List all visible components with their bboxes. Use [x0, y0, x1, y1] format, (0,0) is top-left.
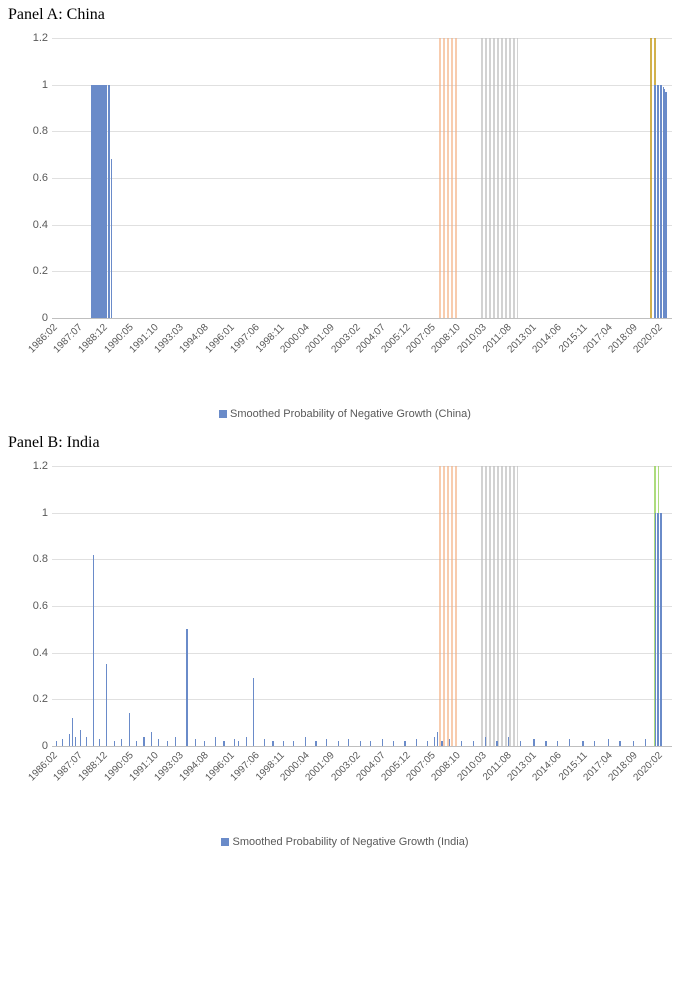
- ytick-label: 0: [22, 740, 48, 752]
- data-bar: [158, 739, 159, 746]
- data-bar: [416, 739, 417, 746]
- ytick-label: 0.6: [22, 600, 48, 612]
- panel-a-legend: Smoothed Probability of Negative Growth …: [8, 408, 682, 420]
- data-bar: [520, 741, 521, 746]
- data-bar: [461, 741, 462, 746]
- panel-a: Panel A: China 1986:021987:071988:121990…: [0, 0, 690, 428]
- data-bar: [633, 741, 634, 746]
- data-bar: [485, 737, 486, 746]
- ytick-label: 0.8: [22, 125, 48, 137]
- data-bar: [441, 741, 442, 746]
- data-bar: [393, 741, 394, 746]
- data-bar: [473, 741, 474, 746]
- data-bar: [143, 737, 144, 746]
- panel-a-xaxis: 1986:021987:071988:121990:051991:101993:…: [52, 322, 672, 382]
- data-bar: [370, 741, 371, 746]
- ytick-label: 1.2: [22, 460, 48, 472]
- data-bar: [175, 737, 176, 746]
- data-bar: [238, 741, 239, 746]
- data-bar: [645, 739, 646, 746]
- data-bar: [508, 737, 509, 746]
- data-bar: [62, 739, 63, 746]
- data-bar: [234, 739, 235, 746]
- panel-a-plot-area: [52, 38, 672, 319]
- data-bar: [167, 741, 168, 746]
- data-bar: [661, 513, 662, 746]
- data-bar: [496, 741, 497, 746]
- legend-swatch-icon: [221, 838, 229, 846]
- panel-b-legend: Smoothed Probability of Negative Growth …: [8, 836, 682, 848]
- data-bar: [121, 739, 122, 746]
- ytick-label: 1: [22, 79, 48, 91]
- panel-b-xaxis: 1986:021987:071988:121990:051991:101993:…: [52, 750, 672, 810]
- data-bar: [86, 737, 87, 746]
- data-bar: [99, 739, 100, 746]
- data-bar: [533, 739, 534, 746]
- data-bar: [72, 718, 73, 746]
- data-bar: [305, 737, 306, 746]
- data-bar: [557, 741, 558, 746]
- data-bar: [437, 732, 438, 746]
- data-bar: [151, 732, 152, 746]
- data-bar: [582, 741, 583, 746]
- data-bar: [80, 730, 81, 746]
- ytick-label: 1.2: [22, 32, 48, 44]
- data-bar: [338, 741, 339, 746]
- data-bar: [75, 737, 76, 746]
- ytick-label: 0.4: [22, 647, 48, 659]
- data-bar: [404, 741, 405, 746]
- ytick-label: 0.6: [22, 172, 48, 184]
- data-bar: [223, 741, 224, 746]
- ytick-label: 0.2: [22, 265, 48, 277]
- panel-b-title: Panel B: India: [8, 434, 682, 452]
- data-bar: [608, 739, 609, 746]
- data-bar: [619, 741, 620, 746]
- panel-b-legend-text: Smoothed Probability of Negative Growth …: [232, 836, 468, 848]
- data-bar: [434, 737, 435, 746]
- data-bar: [56, 741, 57, 746]
- ytick-label: 0.8: [22, 553, 48, 565]
- data-bar: [195, 739, 196, 746]
- data-bar: [665, 92, 666, 318]
- data-bar: [283, 741, 284, 746]
- data-bar: [449, 739, 450, 746]
- panel-a-legend-text: Smoothed Probability of Negative Growth …: [230, 408, 471, 420]
- panel-b: Panel B: India 1986:021987:071988:121990…: [0, 428, 690, 856]
- data-bar: [272, 741, 273, 746]
- data-bar: [315, 741, 316, 746]
- data-bar: [93, 555, 94, 746]
- data-bar: [427, 741, 428, 746]
- data-bar: [111, 159, 112, 318]
- data-bar: [545, 741, 546, 746]
- data-bar: [253, 678, 254, 746]
- panel-b-chart: 1986:021987:071988:121990:051991:101993:…: [18, 458, 678, 788]
- ytick-label: 0.4: [22, 219, 48, 231]
- data-bar: [326, 739, 327, 746]
- data-bar: [264, 739, 265, 746]
- data-bar: [215, 737, 216, 746]
- data-bar: [382, 739, 383, 746]
- data-bar: [569, 739, 570, 746]
- legend-swatch-icon: [219, 410, 227, 418]
- data-bar: [114, 741, 115, 746]
- ytick-label: 0: [22, 312, 48, 324]
- data-bar: [69, 734, 70, 746]
- data-bar: [293, 741, 294, 746]
- ytick-label: 0.2: [22, 693, 48, 705]
- panel-b-plot-area: [52, 466, 672, 747]
- data-bar: [360, 741, 361, 746]
- data-bar: [348, 739, 349, 746]
- data-bar: [204, 741, 205, 746]
- ytick-label: 1: [22, 507, 48, 519]
- data-bar: [246, 737, 247, 746]
- data-bar: [136, 741, 137, 746]
- panel-a-chart: 1986:021987:071988:121990:051991:101993:…: [18, 30, 678, 360]
- data-bar: [594, 741, 595, 746]
- panel-a-title: Panel A: China: [8, 6, 682, 24]
- data-bar: [186, 629, 187, 746]
- data-bar: [106, 664, 107, 746]
- data-bar: [129, 713, 130, 746]
